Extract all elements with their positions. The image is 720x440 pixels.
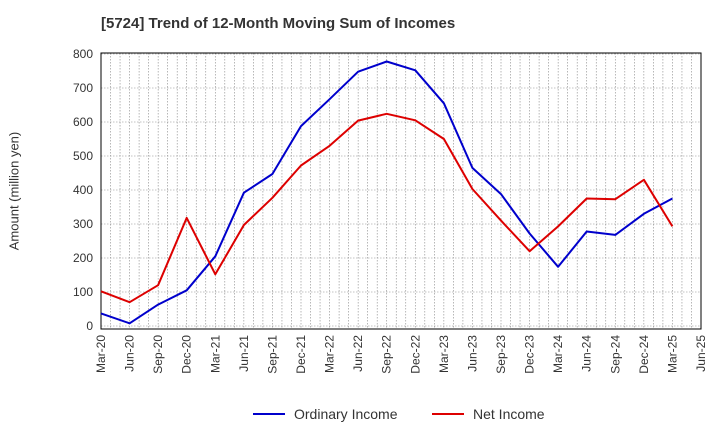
x-tick-label: Sep-22 [380, 335, 394, 374]
legend: Ordinary Income Net Income [0, 406, 720, 426]
x-tick-label: Mar-23 [437, 335, 451, 373]
series-layer [100, 60, 674, 325]
x-tick-label: Dec-22 [408, 335, 422, 374]
legend-label-net-income: Net Income [473, 406, 545, 422]
x-tick-label: Mar-22 [323, 335, 337, 373]
y-tick-label: 700 [73, 81, 93, 95]
x-tick-label: Dec-23 [523, 335, 537, 374]
x-tick-label: Mar-25 [665, 335, 679, 373]
y-tick-label: 400 [73, 183, 93, 197]
y-tick-label: 600 [73, 115, 93, 129]
x-tick-label: Dec-24 [637, 335, 651, 374]
x-tick-label: Jun-23 [465, 335, 479, 372]
series-line-0 [100, 60, 673, 325]
y-tick-label: 300 [73, 217, 93, 231]
x-tick-label: Jun-21 [237, 335, 251, 372]
x-tick-label: Jun-20 [123, 335, 137, 372]
y-tick-label: 100 [73, 285, 93, 299]
y-tick-label: 500 [73, 149, 93, 163]
chart-title: [5724] Trend of 12-Month Moving Sum of I… [101, 15, 456, 32]
y-tick-label: 800 [73, 47, 93, 61]
x-tick-label: Mar-24 [551, 335, 565, 373]
x-tick-label: Sep-24 [608, 335, 622, 374]
x-tick-label: Jun-24 [580, 335, 594, 372]
grid-lines [101, 53, 701, 329]
plot-area-frame [100, 52, 702, 330]
x-tick-label: Sep-23 [494, 335, 508, 374]
x-tick-label: Sep-20 [151, 335, 165, 374]
legend-swatch-ordinary-income [253, 413, 285, 415]
x-tick-labels: Mar-20 Jun-20 Sep-20 Dec-20 Mar-21 Jun-21 Sep-… [94, 335, 708, 374]
x-tick-label: Jun-22 [351, 335, 365, 372]
x-tick-label: Mar-20 [94, 335, 108, 373]
y-tick-labels: 0 100 200 300 400 500 600 700 800 [73, 47, 93, 333]
x-tick-label: Dec-20 [180, 335, 194, 374]
x-tick-label: Mar-21 [208, 335, 222, 373]
x-tick-label: Dec-21 [294, 335, 308, 374]
y-tick-label: 0 [86, 319, 93, 333]
x-tick-label: Sep-21 [265, 335, 279, 374]
legend-swatch-net-income [432, 413, 464, 415]
series-line-1 [100, 112, 674, 304]
legend-item-ordinary-income: Ordinary Income [253, 406, 397, 422]
legend-item-net-income: Net Income [432, 406, 545, 422]
legend-label-ordinary-income: Ordinary Income [294, 406, 398, 422]
line-chart: 0 100 200 300 400 500 600 700 800 Mar-20 Jun-20 Se… [73, 47, 708, 374]
x-tick-label: Jun-25 [694, 335, 708, 372]
y-tick-label: 200 [73, 251, 93, 265]
